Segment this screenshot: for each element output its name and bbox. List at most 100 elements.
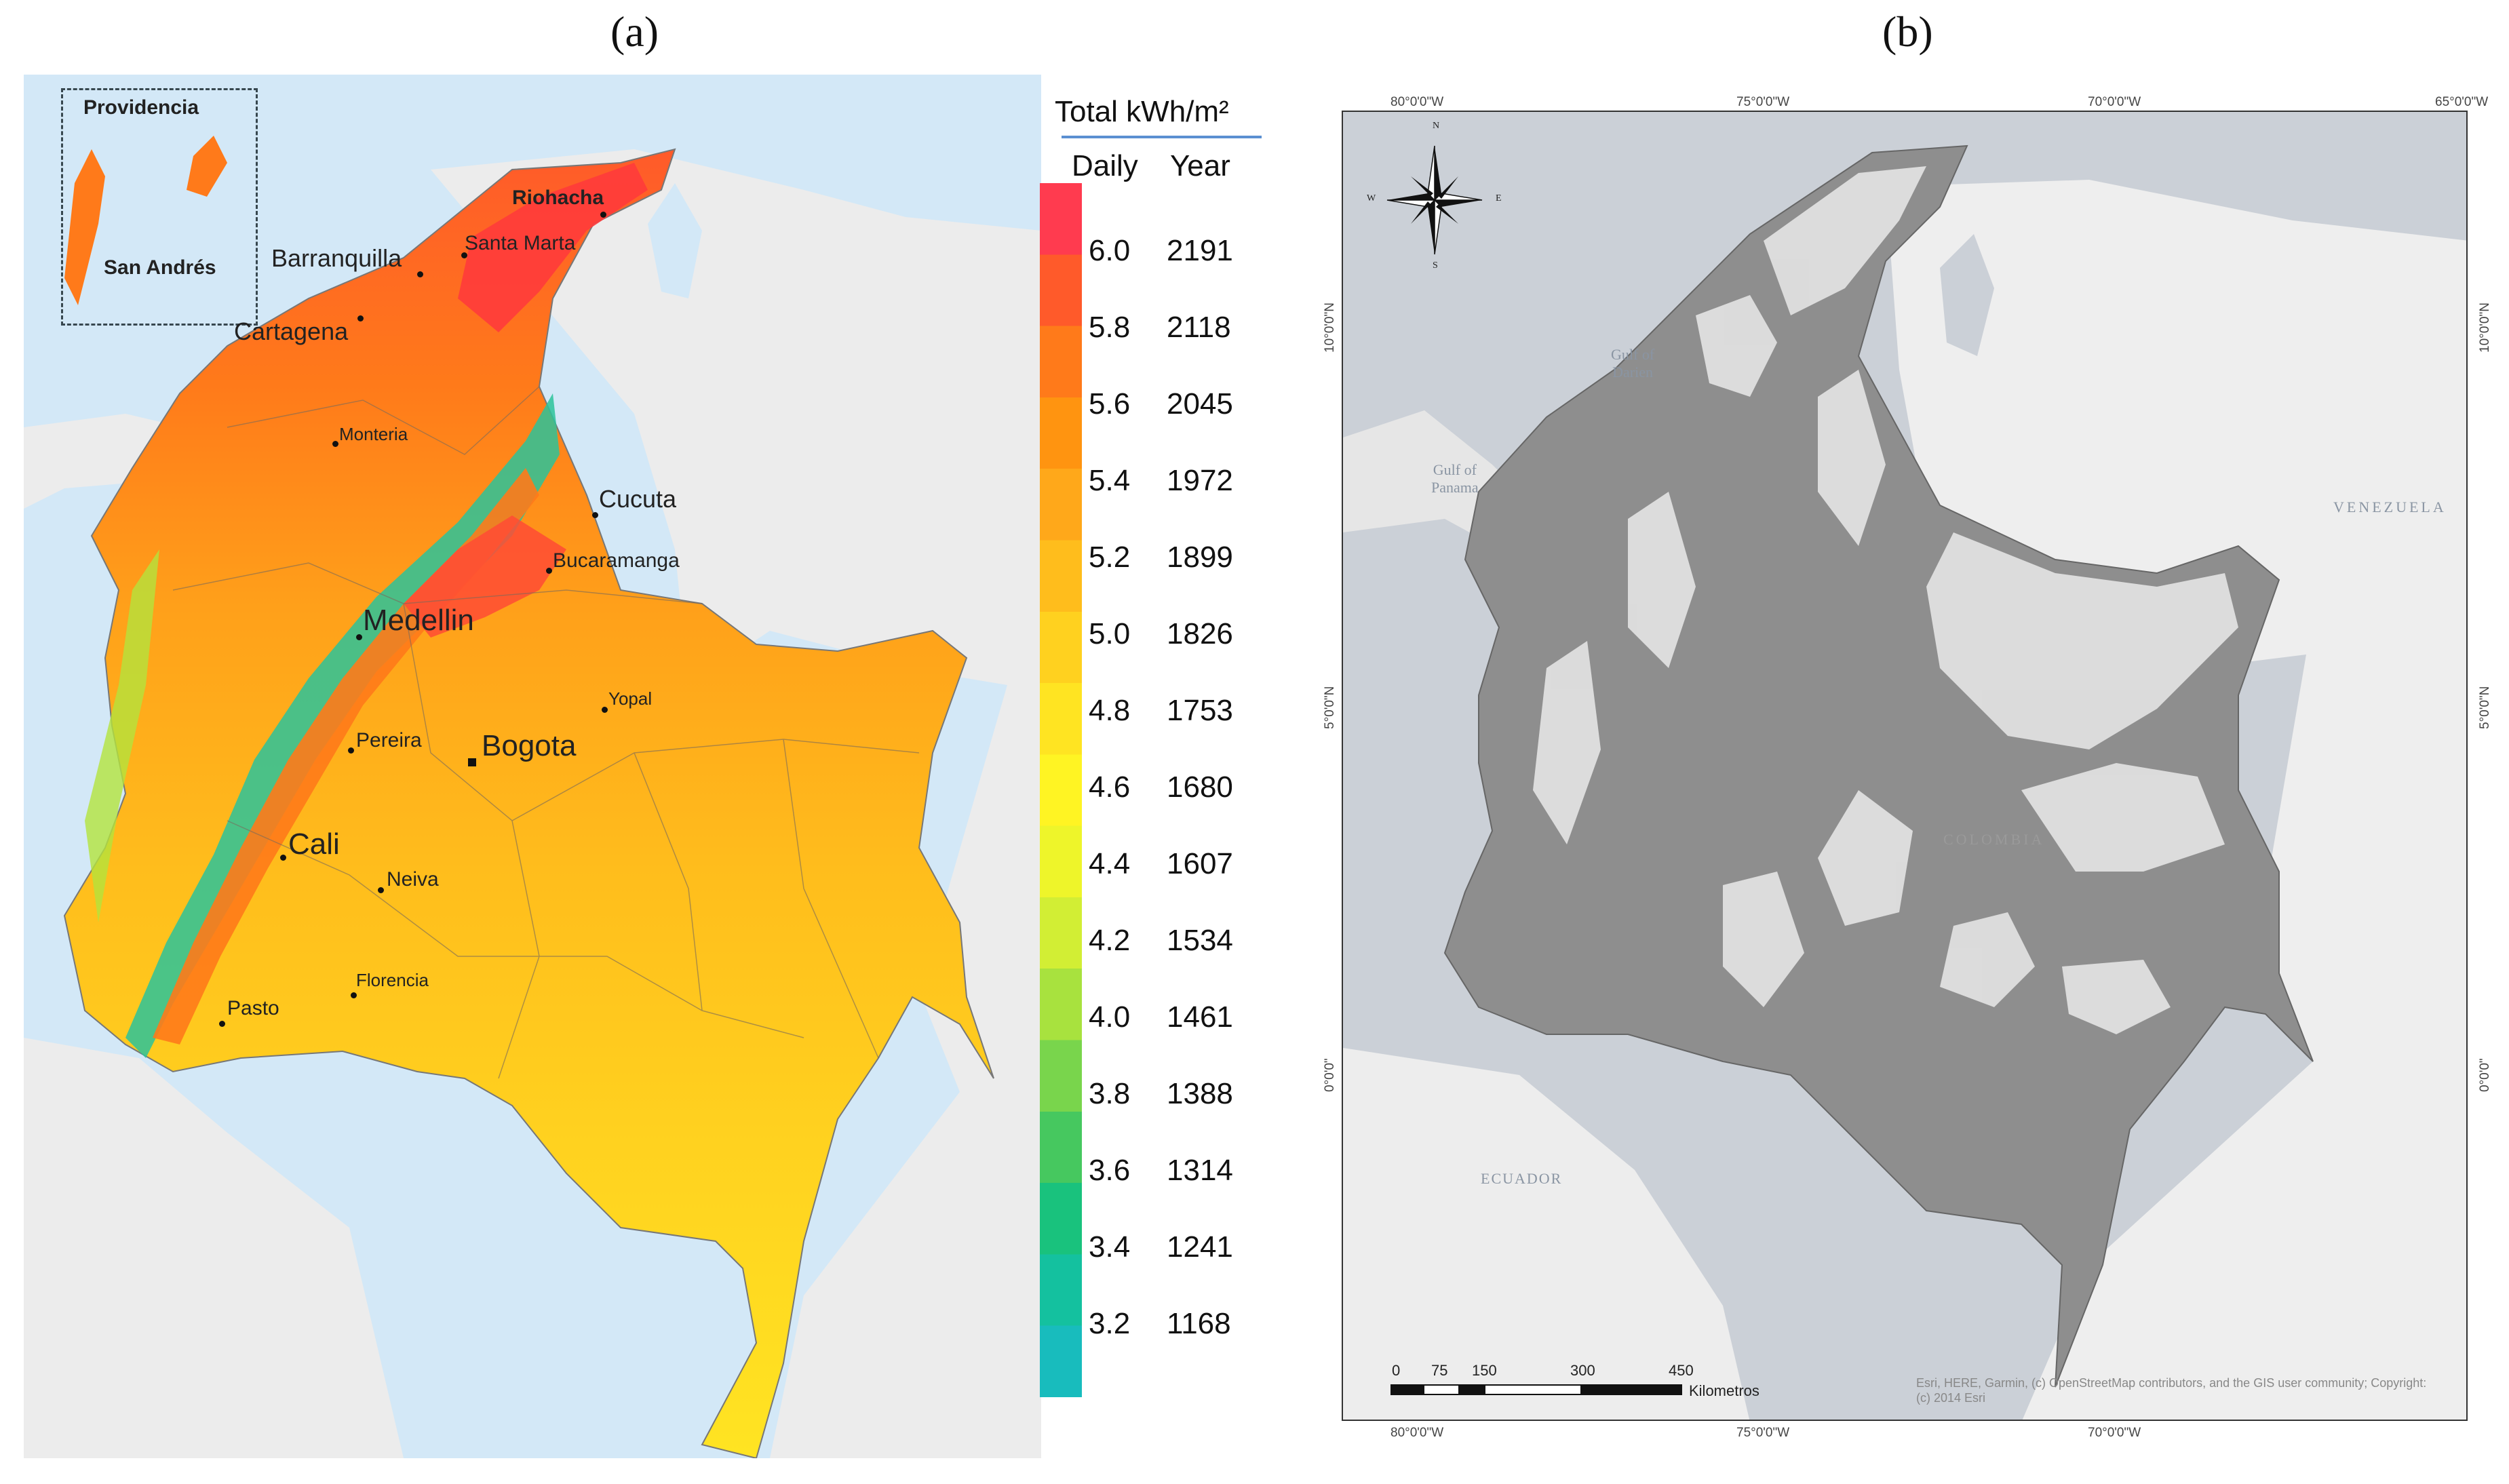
legend-year-value: 1168 [1167,1307,1231,1340]
dot-cucuta [592,512,598,518]
lon-label-top-65: 65°0'0"W [2435,95,2489,109]
legend-year-value: 1826 [1167,617,1233,650]
dot-barranquilla [417,271,423,277]
legend-daily-value: 5.4 [1089,464,1131,497]
compass-w: W [1367,193,1376,203]
dot-pereira [348,747,354,754]
label-medellin: Medellin [363,604,474,637]
label-colombia: COLOMBIA [1943,831,2045,848]
legend-year-value: 1972 [1167,464,1233,497]
dot-monteria [332,441,338,447]
label-pereira: Pereira [356,729,422,751]
north-arrow-icon [1386,145,1483,255]
scale-tick-75: 75 [1431,1362,1448,1379]
lon-label-top-75: 75°0'0"W [1736,95,1790,109]
legend-daily-value: 4.0 [1089,1000,1131,1034]
legend-title: Total kWh/m² [1055,95,1229,128]
label-cucuta: Cucuta [599,485,677,513]
scale-tick-300: 300 [1570,1362,1595,1379]
legend-year-value: 1314 [1167,1154,1233,1187]
legend-col-year: Year [1170,149,1230,182]
solar-radiation-map: Providencia San Andrés Riohacha Barranqu… [24,75,1041,1458]
lon-label-bottom-75: 75°0'0"W [1736,1426,1790,1440]
legend-daily-value: 4.4 [1089,847,1131,880]
panel-b-label: (b) [1882,7,1933,56]
label-neiva: Neiva [387,868,439,891]
lat-label-right-10: 10°0'0"N [2478,302,2492,353]
dot-medellin [356,634,362,640]
legend-year-value: 1388 [1167,1077,1233,1110]
lat-label-right-0: 0°0'0" [2478,1058,2492,1092]
label-monteria: Monteria [339,424,408,444]
legend-daily-value: 6.0 [1089,234,1131,267]
legend-year-value: 2045 [1167,387,1233,421]
map-attribution: Esri, HERE, Garmin, (c) OpenStreetMap co… [1916,1376,2427,1405]
legend-daily-value: 3.8 [1089,1077,1131,1110]
dot-yopal [602,707,608,713]
legend-year-value: 1899 [1167,541,1233,574]
islands-inset [61,88,258,326]
label-bucaramanga: Bucaramanga [553,549,680,572]
dot-riohacha [600,212,606,218]
legend-daily-value: 4.6 [1089,770,1131,804]
legend-daily-value: 4.8 [1089,694,1131,727]
legend-daily-value: 3.6 [1089,1154,1131,1187]
dot-cartagena [357,315,364,321]
legend-daily-value: 5.0 [1089,617,1131,650]
dot-florencia [351,992,357,998]
dot-cali [280,855,286,861]
lon-label-top-70: 70°0'0"W [2088,95,2141,109]
label-providencia: Providencia [83,96,199,119]
label-santa-marta: Santa Marta [465,232,576,254]
map-a-graphic [24,136,1041,1458]
label-cartagena: Cartagena [234,317,349,345]
lon-label-bottom-80: 80°0'0"W [1390,1426,1444,1440]
label-san-andres: San Andrés [104,256,216,279]
scale-bar [1390,1384,1682,1395]
lon-label-bottom-70: 70°0'0"W [2088,1426,2141,1440]
dot-neiva [378,887,384,893]
legend-color-bar [1040,183,1082,1397]
legend-daily-value: 5.8 [1089,311,1131,344]
label-barranquilla: Barranquilla [271,244,402,272]
lat-label-left-10: 10°0'0"N [1323,302,1337,353]
legend-year-value: 1607 [1167,847,1233,880]
compass-e: E [1496,193,1502,203]
legend-year-value: 2191 [1167,234,1233,267]
scale-tick-0: 0 [1392,1362,1401,1379]
compass-n: N [1433,121,1440,131]
label-yopal: Yopal [608,688,653,709]
land-cover-map [1342,111,2468,1421]
legend-year-value: 1534 [1167,924,1233,957]
legend-daily-value: 4.2 [1089,924,1131,957]
scale-tick-450: 450 [1669,1362,1694,1379]
label-riohacha: Riohacha [512,187,604,209]
label-venezuela: VENEZUELA [2333,499,2447,515]
dot-santa-marta [461,252,467,258]
label-florencia: Florencia [356,970,429,990]
legend-rule [1062,136,1262,138]
label-ecuador: ECUADOR [1481,1170,1563,1187]
label-pasto: Pasto [227,997,279,1019]
dot-pasto [219,1021,225,1027]
lat-label-left-5: 5°0'0"N [1323,686,1337,729]
label-cali: Cali [288,827,340,861]
legend-daily-value: 3.2 [1089,1307,1131,1340]
legend-daily-value: 5.2 [1089,541,1131,574]
legend-year-value: 1680 [1167,770,1233,804]
dot-bucaramanga [546,568,552,574]
panel-a-label: (a) [610,7,659,56]
legend-col-daily: Daily [1072,149,1138,182]
lat-label-right-5: 5°0'0"N [2478,686,2492,729]
label-gulf-darien: Gulf of Darien [1611,346,1655,380]
map-b-graphic [1343,144,2466,1420]
legend-year-value: 1461 [1167,1000,1233,1034]
scale-tick-150: 150 [1472,1362,1497,1379]
lat-label-left-0: 0°0'0" [1323,1058,1337,1092]
legend-daily-value: 3.4 [1089,1230,1131,1264]
legend-daily-value: 5.6 [1089,387,1131,421]
lon-label-top-80: 80°0'0"W [1390,95,1444,109]
legend-year-value: 1753 [1167,694,1233,727]
scale-unit: Kilometros [1689,1382,1759,1399]
label-bogota: Bogota [482,729,577,762]
